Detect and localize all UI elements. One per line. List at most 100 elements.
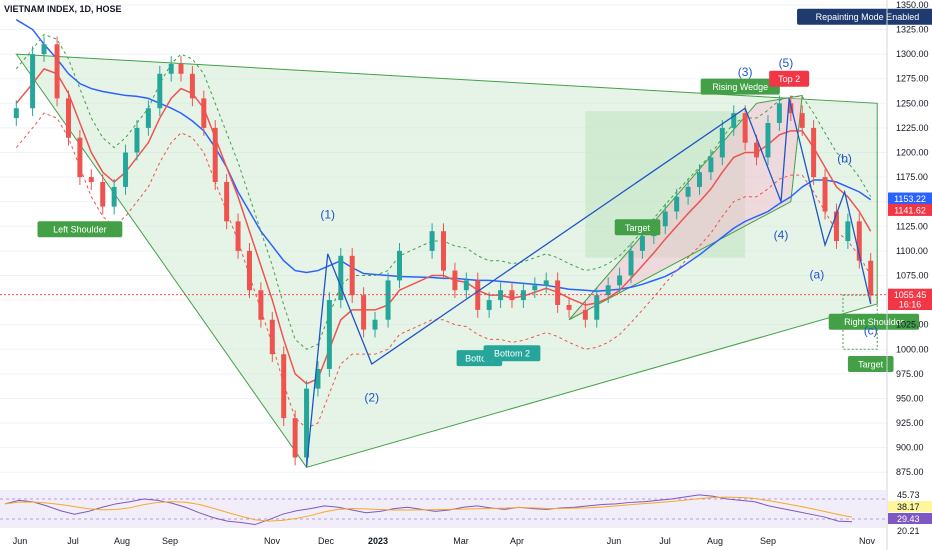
wave-label: (4)	[774, 228, 789, 242]
candle-body	[811, 127, 817, 178]
candle-body	[639, 236, 645, 251]
y-tick-label: 1000.00	[896, 344, 929, 354]
candle-body	[13, 108, 19, 119]
price-candles	[13, 36, 874, 466]
elliott-wave-line	[305, 98, 872, 468]
pattern-label: Left Shoulder	[53, 225, 107, 235]
candle-body	[429, 231, 435, 251]
y-tick-label: 900.00	[896, 443, 924, 453]
candle-body	[708, 157, 714, 173]
pattern-label-box	[700, 78, 780, 95]
pattern-label-box	[828, 313, 920, 330]
candle-body	[566, 304, 572, 310]
rsi-line	[4, 494, 853, 526]
x-tick-label: Nov	[264, 536, 281, 546]
price-label-box	[888, 192, 932, 205]
candle-body	[246, 250, 252, 291]
candle-body	[235, 221, 241, 251]
candle-body	[281, 354, 287, 419]
y-tick-label: 975.00	[896, 369, 924, 379]
wave-label: (c)	[864, 324, 878, 338]
candle-body	[822, 177, 828, 212]
candle-body	[543, 280, 549, 286]
y-tick-label: 1275.00	[896, 74, 929, 84]
rsi-value-box	[888, 501, 932, 512]
wave-label: (1)	[320, 207, 335, 221]
candle-body	[696, 172, 702, 187]
candle-body	[372, 319, 378, 330]
candle-body	[532, 285, 538, 291]
x-tick-label: Sep	[760, 536, 776, 546]
y-tick-label: 1300.00	[896, 49, 929, 59]
candle-body	[594, 295, 600, 320]
y-tick-label: 925.00	[896, 418, 924, 428]
x-tick-label: Mar	[453, 536, 469, 546]
candle-body	[178, 63, 184, 74]
y-tick-label: 1100.00	[896, 246, 928, 256]
candle-body	[396, 250, 402, 281]
y-tick-label: 1125.00	[896, 221, 928, 231]
candle-body	[269, 319, 275, 355]
candle-body	[754, 142, 760, 158]
candle-body	[65, 98, 71, 138]
candle-body	[582, 309, 588, 320]
pattern-labels: Left Shoulder Bottom Bottom 2 Target Rising …	[37, 8, 932, 404]
candle-body	[617, 275, 623, 286]
candle-body	[463, 280, 469, 291]
x-axis: Jun Jul Aug Sep Nov Dec 2023 Mar Apr Jun Jul Aug Sep…	[13, 536, 876, 546]
y-tick-label: 1250.00	[896, 98, 929, 108]
candle-body	[54, 44, 60, 99]
candle-body	[258, 290, 264, 320]
candle-body	[349, 255, 355, 296]
x-tick-label: 2023	[368, 536, 388, 546]
candle-body	[145, 108, 151, 128]
x-tick-label: Jun	[607, 536, 622, 546]
candle-body	[776, 103, 782, 123]
rsi-value-label: 29.43	[897, 514, 920, 524]
candle-body	[224, 182, 230, 222]
candle-body	[315, 368, 321, 389]
pattern-label-box	[483, 345, 541, 362]
candle-body	[509, 290, 515, 301]
rsi-value-label: 20.21	[897, 526, 920, 536]
candle-body	[555, 280, 561, 305]
pattern-label: Target	[625, 223, 651, 233]
candle-body	[77, 137, 83, 178]
wave-label: (2)	[364, 390, 379, 404]
candle-body	[685, 186, 691, 197]
wave-label: (5)	[779, 56, 794, 70]
pattern-label: Top 2	[778, 74, 800, 84]
pattern-overlays	[0, 98, 887, 468]
candle-body	[868, 260, 874, 296]
candle-body	[111, 186, 117, 207]
candle-body	[475, 280, 481, 310]
y-tick-label: 1350.00	[896, 0, 929, 10]
pattern-label: Rising Wedge	[712, 82, 768, 92]
rsi-panel: 45.73 38.17 29.43 20.21	[0, 490, 932, 536]
candle-body	[856, 221, 862, 261]
candle-body	[41, 44, 47, 55]
candle-body	[452, 270, 458, 291]
candle-body	[674, 196, 680, 212]
candle-body	[833, 211, 839, 242]
candle-body	[845, 221, 851, 242]
price-label: 16:16	[899, 300, 922, 310]
candle-body	[326, 300, 332, 369]
x-tick-label: Jun	[13, 536, 28, 546]
price-label-box	[888, 288, 932, 301]
pattern-fills	[15, 53, 878, 468]
x-tick-label: Apr	[510, 536, 524, 546]
pattern-label-box	[37, 221, 123, 238]
chart-title: VIETNAM INDEX, 1D, HOSE	[4, 4, 122, 14]
candle-body	[441, 231, 446, 271]
candle-body	[201, 98, 207, 128]
candle-body	[486, 300, 492, 310]
x-tick-label: Dec	[318, 536, 335, 546]
candle-body	[157, 73, 163, 109]
x-tick-label: Aug	[707, 536, 723, 546]
lower-band-line	[15, 112, 872, 429]
y-tick-label: 1200.00	[896, 147, 929, 157]
candle-body	[628, 250, 634, 276]
candle-body	[731, 113, 737, 128]
